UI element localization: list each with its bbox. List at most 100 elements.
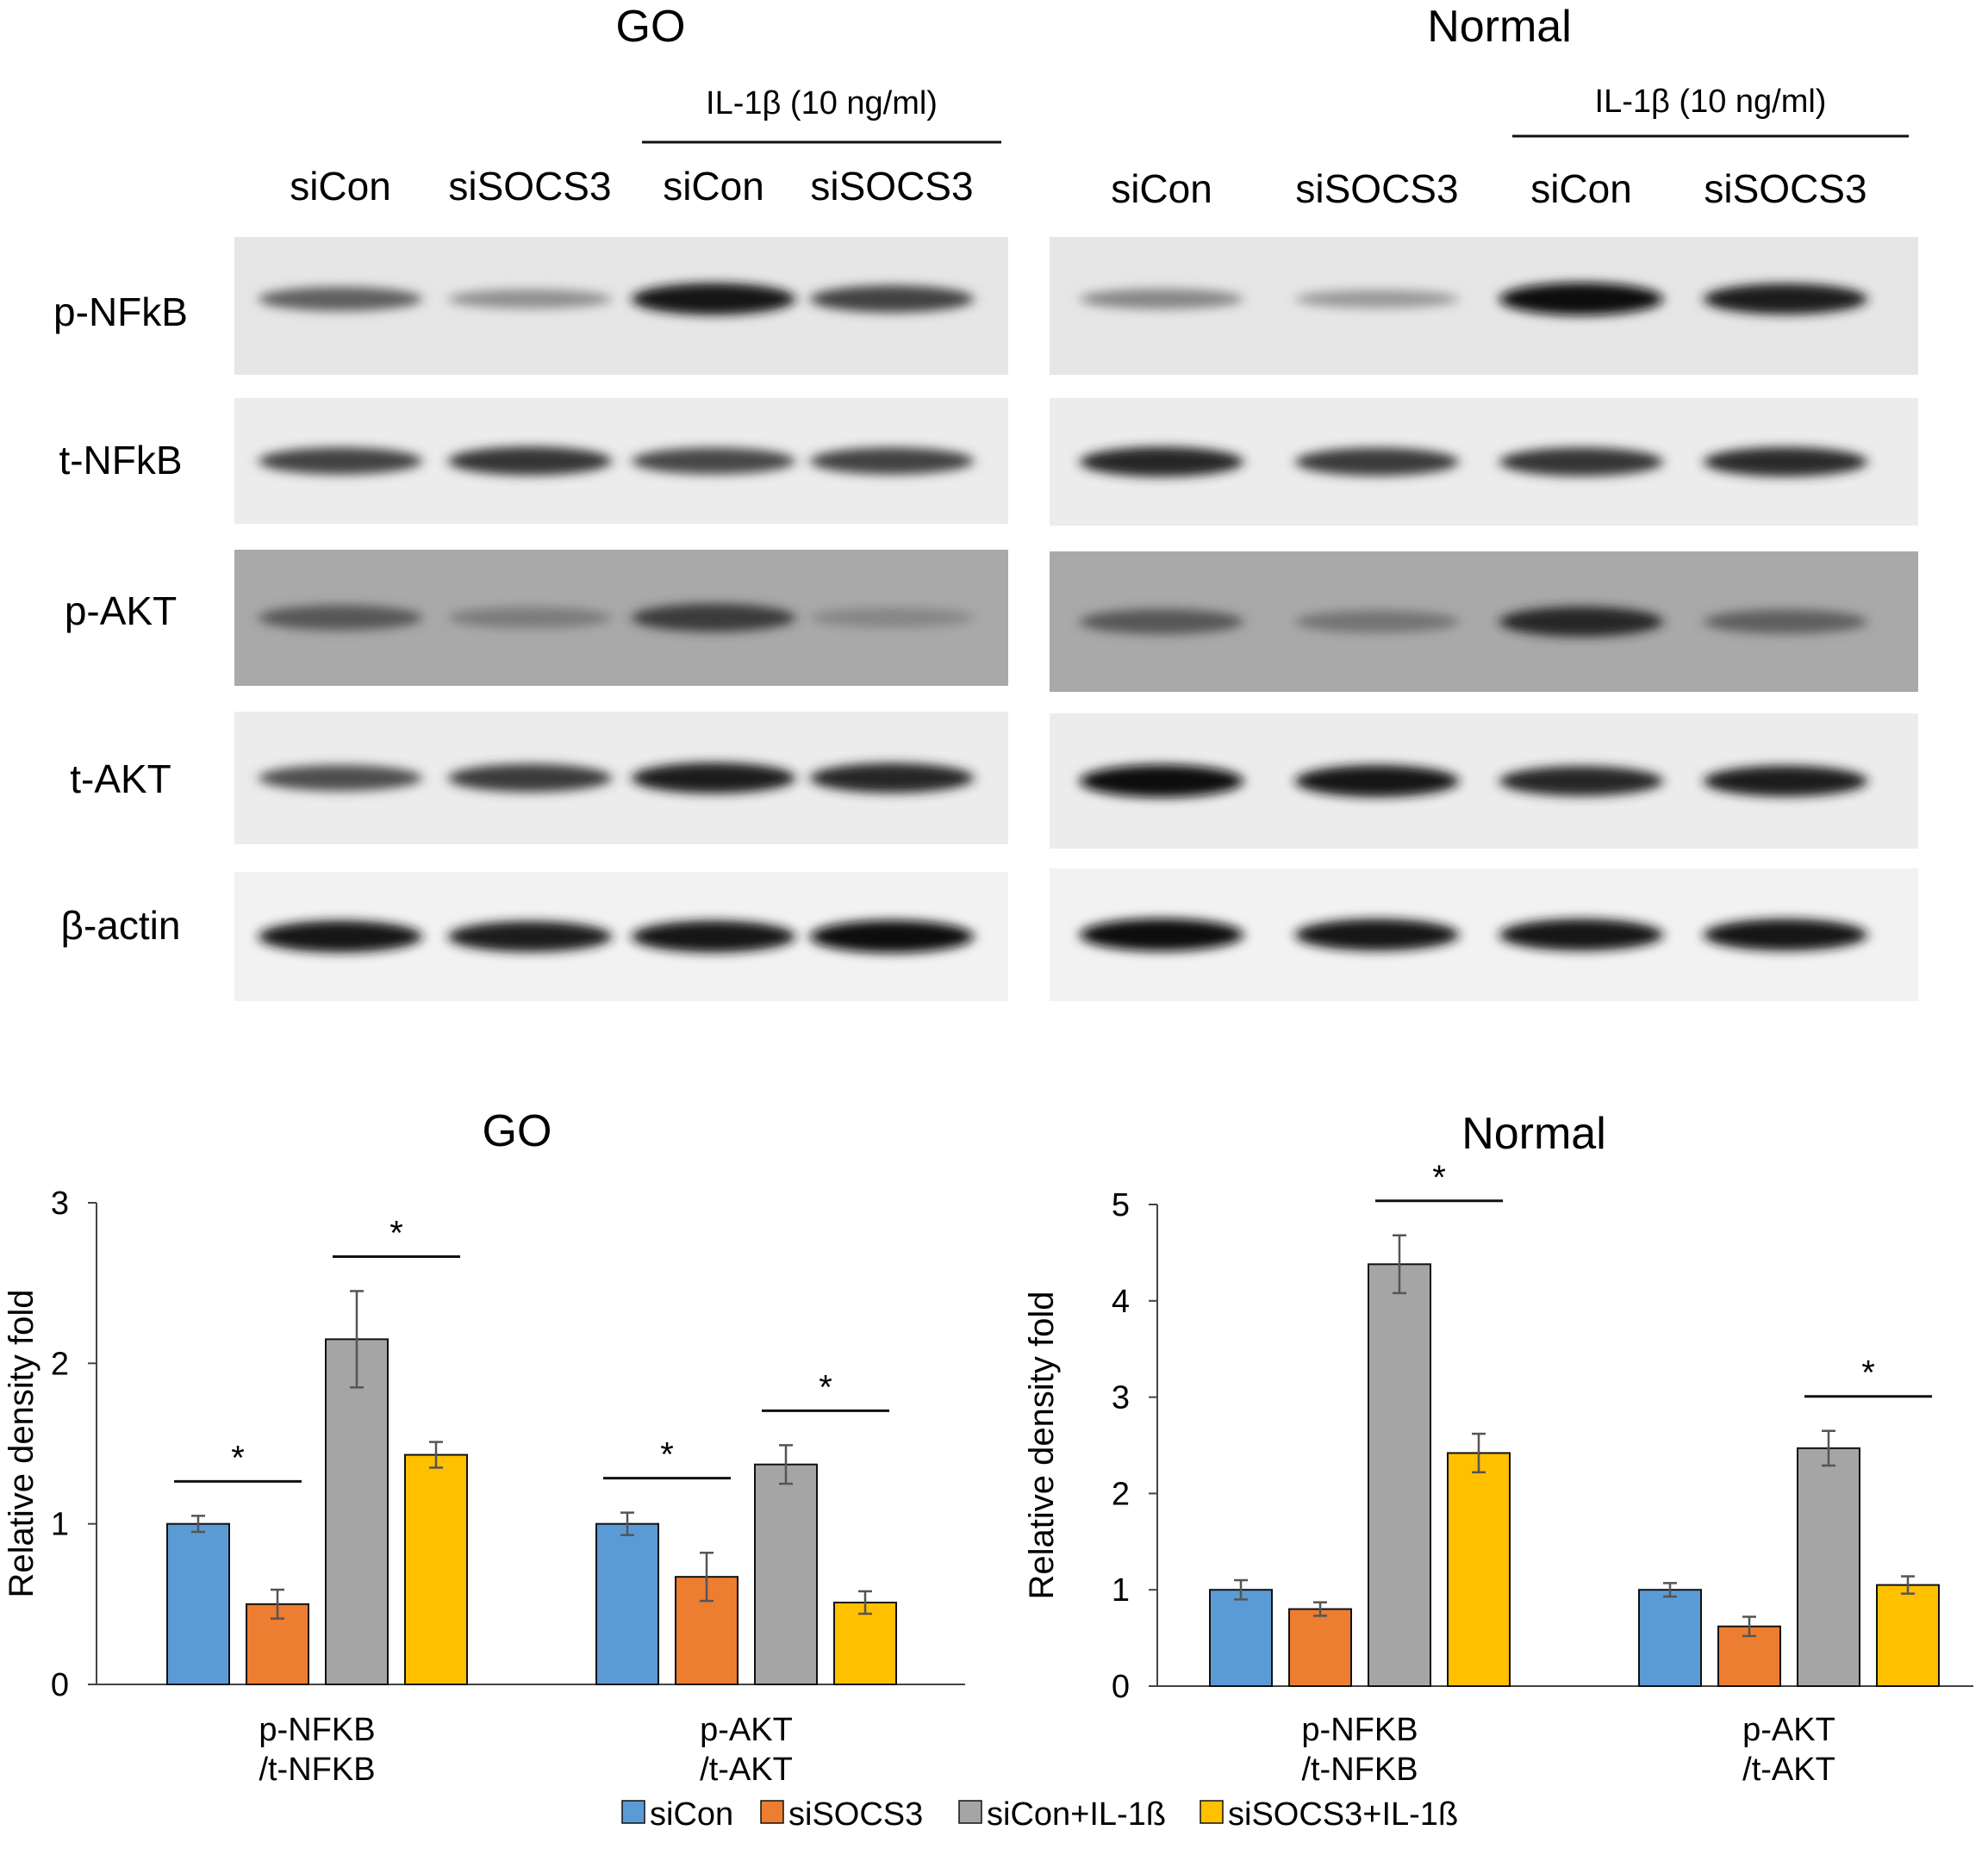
bar [754, 1463, 818, 1686]
y-tick-label: 1 [1112, 1572, 1130, 1609]
blot-band [1080, 289, 1243, 309]
legend-label: siCon+IL-1ß [987, 1796, 1166, 1833]
treatment-label: IL-1β (10 ng/ml) [706, 85, 938, 121]
x-category-label: /t-AKT [700, 1752, 793, 1788]
bar [1447, 1452, 1511, 1687]
blot-band [632, 763, 795, 794]
blot-band [448, 607, 612, 629]
bar [1288, 1608, 1352, 1688]
x-category-label: p-AKT [1742, 1712, 1835, 1748]
blot-band [1295, 447, 1459, 476]
bar [1797, 1447, 1860, 1687]
blot-row-label: p-NFkB [53, 289, 188, 334]
blot-band [448, 763, 612, 793]
bar-chart: Normal 0 1 2 3 4 5 Relative density fold p-NFKB /… [1023, 1109, 1973, 1788]
y-tick-label: 3 [1112, 1380, 1130, 1416]
blot-band [448, 289, 612, 309]
lane-label: siSOCS3 [810, 164, 973, 209]
bar [1638, 1589, 1702, 1687]
legend-label: siSOCS3+IL-1ß [1228, 1796, 1458, 1833]
y-axis-label: Relative density fold [3, 1290, 41, 1598]
bar-chart: GO 0 1 2 3 Relative density fold p-NFKB/t-NFKB… [3, 1106, 965, 1788]
blot-band [1295, 610, 1459, 633]
blot-band [632, 920, 795, 953]
y-tick-label: 4 [1112, 1284, 1130, 1320]
blot-row-label: t-NFkB [59, 438, 182, 482]
lane-label: siCon [663, 164, 764, 209]
blot-panel-title: Normal [1427, 2, 1572, 52]
blot-band [1080, 446, 1243, 477]
lane-label: siSOCS3 [1295, 166, 1458, 211]
x-category-label: /t-NFKB [259, 1752, 375, 1788]
x-category-label: p-NFKB [1301, 1712, 1418, 1748]
bar [1876, 1584, 1940, 1687]
significance-marker: * [231, 1439, 245, 1477]
blot-band [1499, 918, 1663, 951]
blot-band [259, 286, 422, 312]
lane-label: siCon [1111, 166, 1212, 211]
western-blot-section: GO IL-1β (10 ng/ml) siCon siSOCS3 siCon siSOC… [53, 2, 1918, 1001]
blot-band [259, 447, 422, 475]
lane-label: siCon [290, 164, 391, 209]
y-tick-label: 0 [1112, 1669, 1130, 1705]
blot-band [1080, 608, 1243, 635]
bar [1209, 1589, 1273, 1687]
significance-marker: * [1432, 1159, 1446, 1197]
legend-swatch [958, 1800, 982, 1824]
blot-band [1704, 918, 1867, 951]
blot-band [259, 605, 422, 631]
blot-band [448, 446, 612, 476]
y-tick-label: 2 [51, 1346, 69, 1382]
blot-band [1499, 283, 1663, 315]
blot-row-label: β-actin [61, 903, 181, 948]
significance-marker: * [819, 1368, 832, 1406]
blot-band [1704, 765, 1867, 797]
bar [833, 1601, 897, 1685]
blot-band [1295, 289, 1459, 308]
y-tick-label: 3 [51, 1186, 69, 1222]
blot-band [810, 285, 974, 313]
blot-band [810, 447, 974, 475]
blot-band [1295, 765, 1459, 797]
blot-band [1499, 766, 1663, 796]
blot-row-label: t-AKT [70, 756, 171, 801]
blot-band [1295, 918, 1459, 951]
significance-marker: * [1861, 1354, 1875, 1392]
lane-label: siSOCS3 [448, 164, 611, 209]
legend-swatch [621, 1800, 645, 1824]
blot-row-label: p-AKT [65, 588, 177, 633]
blot-band [1499, 447, 1663, 476]
significance-marker: * [389, 1214, 403, 1252]
legend-label: siCon [650, 1796, 733, 1833]
bar [166, 1522, 230, 1685]
blot-band [1080, 764, 1243, 798]
bar [1368, 1263, 1431, 1688]
blot-band [259, 764, 422, 792]
blot-band [1704, 609, 1867, 634]
chart-title: Normal [1461, 1109, 1606, 1159]
blot-band [1499, 607, 1663, 637]
blot-band [1704, 446, 1867, 477]
y-tick-label: 5 [1112, 1187, 1130, 1223]
x-category-label: /t-NFKB [1301, 1752, 1418, 1788]
x-category-label: /t-AKT [1742, 1752, 1835, 1788]
bar-charts-section: GO 0 1 2 3 Relative density fold p-NFKB/t-NFKB… [3, 1106, 1973, 1788]
y-tick-label: 2 [1112, 1476, 1130, 1512]
blot-band [810, 920, 974, 953]
legend-swatch [1200, 1800, 1224, 1824]
bar [595, 1522, 659, 1685]
bar [404, 1453, 468, 1685]
blot-band [632, 447, 795, 475]
blot-band [259, 920, 422, 953]
y-axis-label: Relative density fold [1023, 1292, 1061, 1600]
blot-panel: Normal IL-1β (10 ng/ml) siCon siSOCS3 siCon s… [1050, 2, 1918, 1001]
treatment-label: IL-1β (10 ng/ml) [1595, 84, 1827, 120]
legend-swatch [760, 1800, 784, 1824]
chart-title: GO [483, 1106, 552, 1156]
blot-band [632, 283, 795, 315]
blot-band [1704, 283, 1867, 314]
blot-band [1080, 918, 1243, 951]
bar [325, 1338, 389, 1685]
blot-panel: GO IL-1β (10 ng/ml) siCon siSOCS3 siCon siSOC… [234, 2, 1008, 1001]
